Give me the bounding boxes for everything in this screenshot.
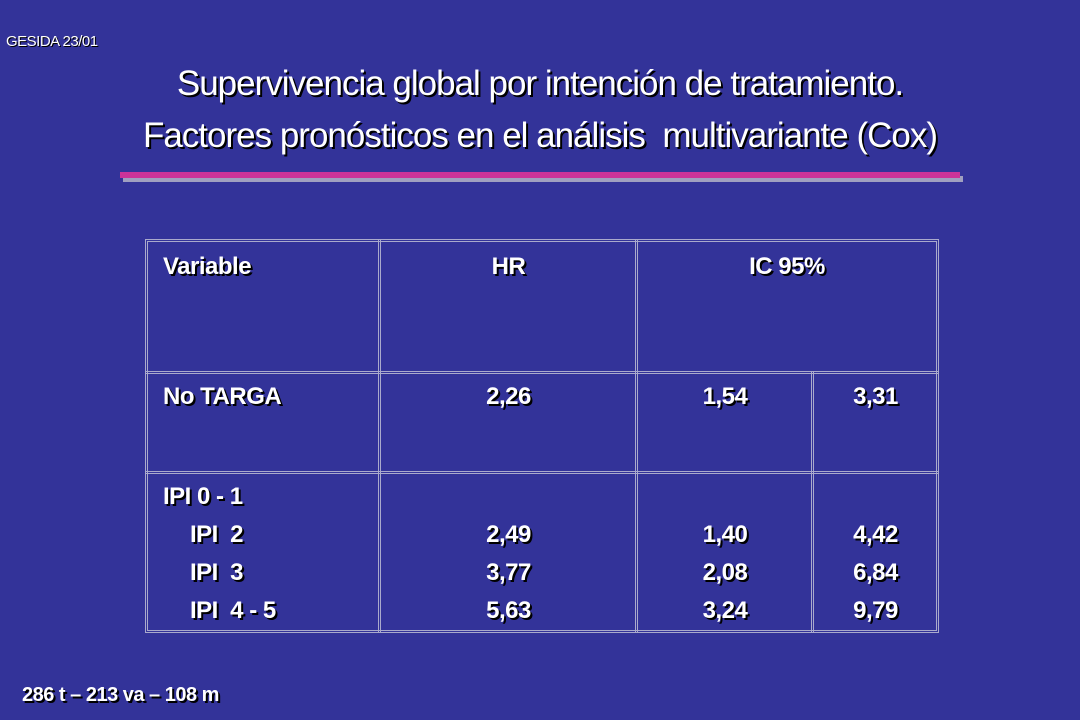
header-cell: IC 95% — [749, 253, 825, 280]
table-cell-line: 1,40 — [702, 521, 748, 548]
table-cell-line: 5,63 — [486, 597, 531, 624]
title-underline — [120, 172, 960, 178]
table-cell-line: 6,84 — [853, 559, 898, 586]
row-line — [145, 471, 939, 474]
title-line: Factores pronósticos en el análisis mult… — [142, 116, 938, 155]
table-cell-line: 3,24 — [702, 597, 748, 624]
header-cell: Variable — [163, 253, 252, 280]
title-line: Supervivencia global por intención de tr… — [176, 64, 904, 103]
table-border — [145, 239, 939, 633]
col-line — [378, 239, 381, 633]
table-cell-line: IPI 3 — [190, 559, 244, 586]
table-cell-line: IPI 2 — [190, 521, 244, 548]
footer-note: 286 t – 213 va – 108 m — [22, 684, 219, 706]
table-cell: 3,31 — [853, 383, 898, 410]
table-cell: 2,26 — [486, 383, 531, 410]
header-cell: HR — [491, 253, 526, 280]
table-cell-line: 2,08 — [702, 559, 748, 586]
table-cell-line: 3,77 — [486, 559, 531, 586]
col-line — [635, 239, 638, 633]
table-cell: No TARGA — [163, 383, 282, 410]
col-line — [811, 372, 814, 633]
table-cell-line: 9,79 — [853, 597, 898, 624]
table-cell-line: IPI 0 - 1 — [163, 483, 243, 510]
table-cell-line: 2,49 — [486, 521, 531, 548]
table-cell-line: IPI 4 - 5 — [190, 597, 276, 624]
table-cell: 1,54 — [702, 383, 748, 410]
table-cell-line: 4,42 — [853, 521, 898, 548]
slide-code: GESIDA 23/01 — [6, 33, 98, 50]
row-line — [145, 371, 939, 374]
